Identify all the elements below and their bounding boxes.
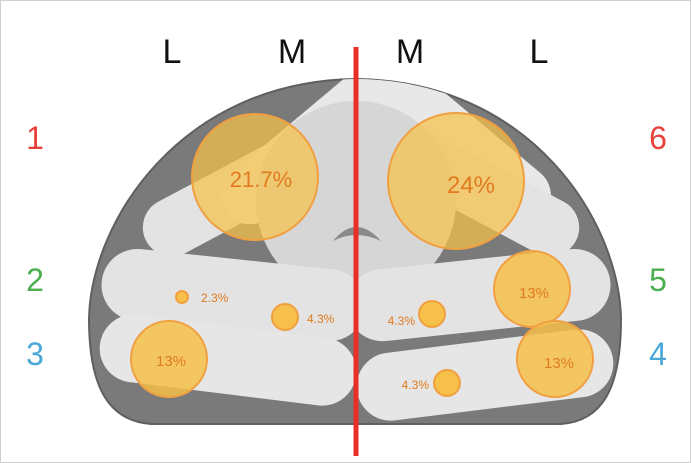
zone-number-1: 1: [26, 120, 44, 156]
marker-label: 4.3%: [307, 312, 335, 326]
marker-z3-lateral: 13%: [130, 320, 208, 398]
muscle-band: [101, 248, 366, 342]
header-left-lateral: L: [163, 33, 182, 71]
marker-z2-lateral: 2.3%: [175, 290, 229, 305]
marker-label: 2.3%: [201, 291, 229, 305]
header-left-medial: M: [278, 33, 306, 71]
marker-label: 21.7%: [230, 167, 292, 192]
marker-z4-medial: 4.3%: [402, 369, 461, 397]
header-right-medial: M: [396, 33, 424, 71]
marker-z5-medial: 4.3%: [388, 300, 446, 328]
marker-z5-lateral: 13%: [493, 250, 571, 328]
zone-number-5: 5: [649, 262, 667, 298]
zone-number-4: 4: [649, 336, 667, 372]
marker-z4-lateral: 13%: [516, 320, 594, 398]
marker-label: 13%: [519, 285, 549, 302]
marker-label: 4.3%: [388, 314, 416, 328]
marker-z2-medial: 4.3%: [271, 303, 335, 331]
zone-number-3: 3: [26, 336, 44, 372]
zone-number-6: 6: [649, 120, 667, 156]
header-right-lateral: L: [530, 33, 549, 71]
marker-z6-medial: 24%: [387, 112, 525, 250]
marker-label: 4.3%: [402, 378, 430, 392]
zone-number-2: 2: [26, 262, 44, 298]
marker-label: 24%: [447, 172, 495, 199]
marker-label: 13%: [544, 355, 574, 372]
marker-z1-lateral: 21.7%: [191, 113, 319, 241]
marker-label: 13%: [156, 353, 186, 370]
